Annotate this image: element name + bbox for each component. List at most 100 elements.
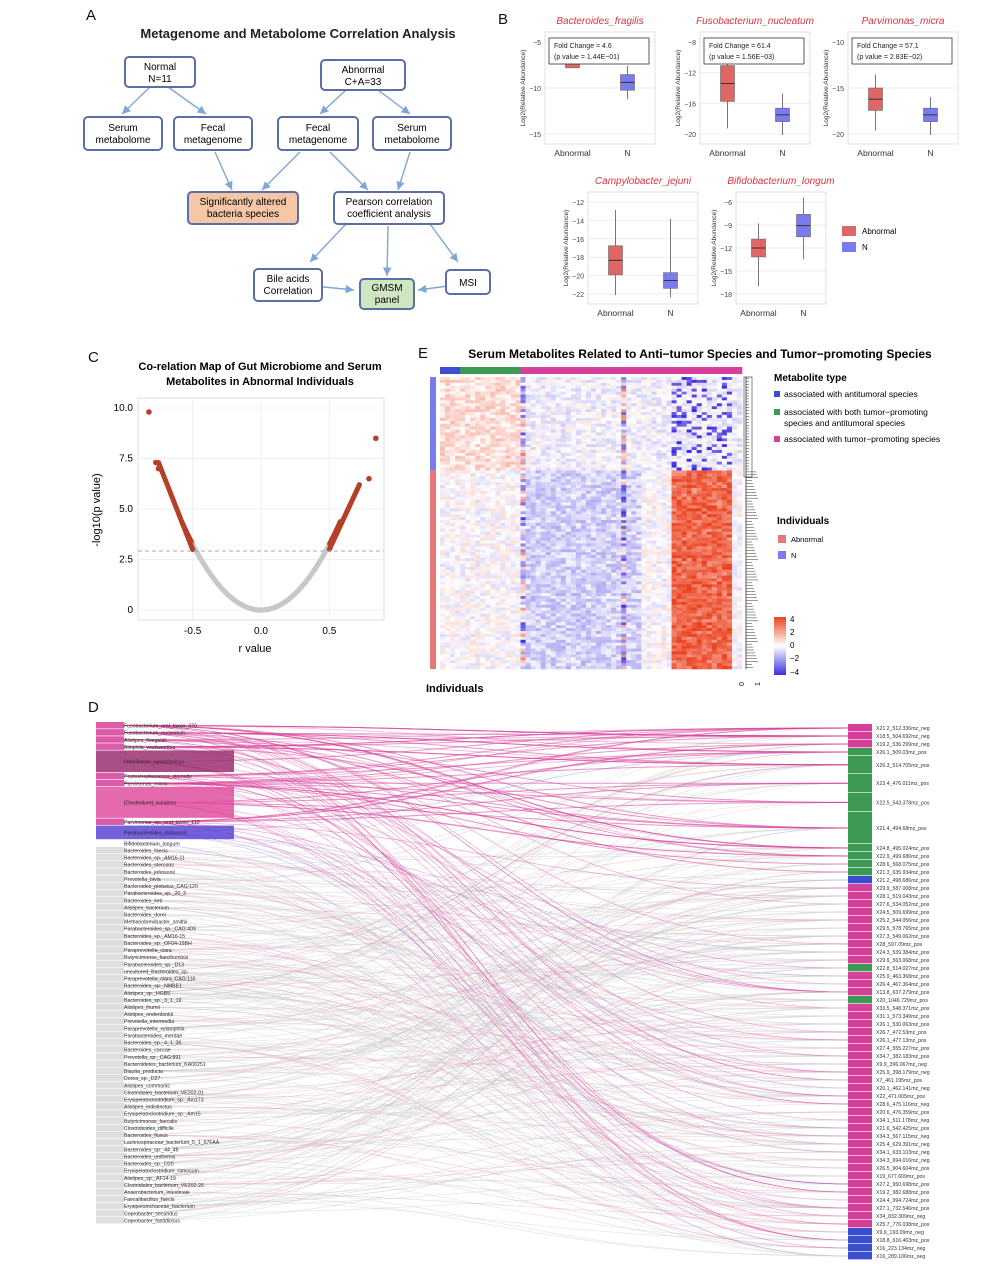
heatmap-cell (546, 587, 551, 590)
heatmap-cell (682, 406, 687, 409)
heatmap-cell (470, 578, 475, 581)
xtick-label: Abnormal (554, 148, 590, 158)
heatmap-cell (626, 432, 631, 435)
heatmap-cell (616, 386, 621, 389)
heatmap-cell (480, 482, 485, 485)
heatmap-cell (490, 380, 495, 383)
heatmap-cell (626, 450, 631, 453)
heatmap-cell (526, 459, 531, 462)
heatmap-cell (722, 573, 727, 576)
heatmap-cell (646, 430, 651, 433)
heatmap-cell (561, 567, 566, 570)
heatmap-cell (440, 532, 445, 535)
column-annotation (712, 367, 717, 374)
heatmap-cell (531, 511, 536, 514)
heatmap-cell (586, 418, 591, 421)
heatmap-cell (591, 421, 596, 424)
heatmap-cell (606, 400, 611, 403)
heatmap-cell (616, 418, 621, 421)
heatmap-cell (566, 444, 571, 447)
heatmap-cell (531, 432, 536, 435)
heatmap-cell (531, 444, 536, 447)
heatmap-cell (601, 409, 606, 412)
heatmap-cell (646, 538, 651, 541)
heatmap-cell (732, 421, 737, 424)
heatmap-cell (516, 500, 521, 503)
heatmap-cell (712, 456, 717, 459)
heatmap-cell (485, 485, 490, 488)
heatmap-cell (687, 520, 692, 523)
heatmap-cell (500, 456, 505, 459)
ytick-label: −12 (572, 200, 584, 207)
heatmap-cell (682, 523, 687, 526)
heatmap-cell (656, 479, 661, 482)
heatmap-cell (641, 465, 646, 468)
heatmap-cell (737, 400, 742, 403)
heatmap-cell (611, 427, 616, 430)
heatmap-cell (722, 392, 727, 395)
heatmap-cell (571, 564, 576, 567)
heatmap-cell (586, 395, 591, 398)
heatmap-cell (586, 453, 591, 456)
heatmap-cell (616, 427, 621, 430)
heatmap-cell (661, 389, 666, 392)
heatmap-cell (601, 541, 606, 544)
heatmap-cell (636, 494, 641, 497)
heatmap-cell (732, 549, 737, 552)
heatmap-cell (651, 526, 656, 529)
heatmap-cell (475, 561, 480, 564)
heatmap-cell (495, 508, 500, 511)
heatmap-cell (667, 505, 672, 508)
heatmap-cell (526, 576, 531, 579)
heatmap-cell (596, 576, 601, 579)
heatmap-cell (596, 526, 601, 529)
heatmap-cell (656, 543, 661, 546)
heatmap-cell (722, 468, 727, 471)
heatmap-cell (717, 380, 722, 383)
heatmap-cell (651, 430, 656, 433)
heatmap-cell (601, 555, 606, 558)
heatmap-cell (631, 520, 636, 523)
heatmap-cell (445, 549, 450, 552)
heatmap-cell (712, 508, 717, 511)
heatmap-cell (717, 473, 722, 476)
heatmap-cell (526, 462, 531, 465)
heatmap-cell (576, 576, 581, 579)
heatmap-cell (510, 541, 515, 544)
heatmap-cell (445, 561, 450, 564)
heatmap-cell (581, 438, 586, 441)
heatmap-cell (651, 546, 656, 549)
heatmap-cell (521, 555, 526, 558)
heatmap-cell (646, 418, 651, 421)
heatmap-cell (712, 450, 717, 453)
heatmap-cell (475, 538, 480, 541)
heatmap-cell (601, 567, 606, 570)
heatmap-cell (672, 511, 677, 514)
heatmap-cell (737, 462, 742, 465)
heatmap-cell (581, 558, 586, 561)
heatmap-cell (521, 529, 526, 532)
heatmap-cell (460, 450, 465, 453)
heatmap-cell (571, 590, 576, 593)
heatmap-cell (591, 511, 596, 514)
heatmap-cell (611, 409, 616, 412)
heatmap-cell (551, 418, 556, 421)
heatmap-cell (541, 424, 546, 427)
heatmap-cell (465, 573, 470, 576)
heatmap-cell (465, 555, 470, 558)
heatmap-cell (561, 389, 566, 392)
heatmap-cell (500, 497, 505, 500)
heatmap-cell (576, 462, 581, 465)
heatmap-cell (682, 532, 687, 535)
heatmap-cell (470, 397, 475, 400)
heatmap-cell (661, 520, 666, 523)
heatmap-cell (475, 494, 480, 497)
heatmap-cell (682, 424, 687, 427)
heatmap-cell (571, 541, 576, 544)
heatmap-cell (440, 377, 445, 380)
heatmap-cell (651, 462, 656, 465)
heatmap-cell (500, 383, 505, 386)
heatmap-cell (667, 567, 672, 570)
heatmap-cell (556, 576, 561, 579)
heatmap-cell (485, 494, 490, 497)
